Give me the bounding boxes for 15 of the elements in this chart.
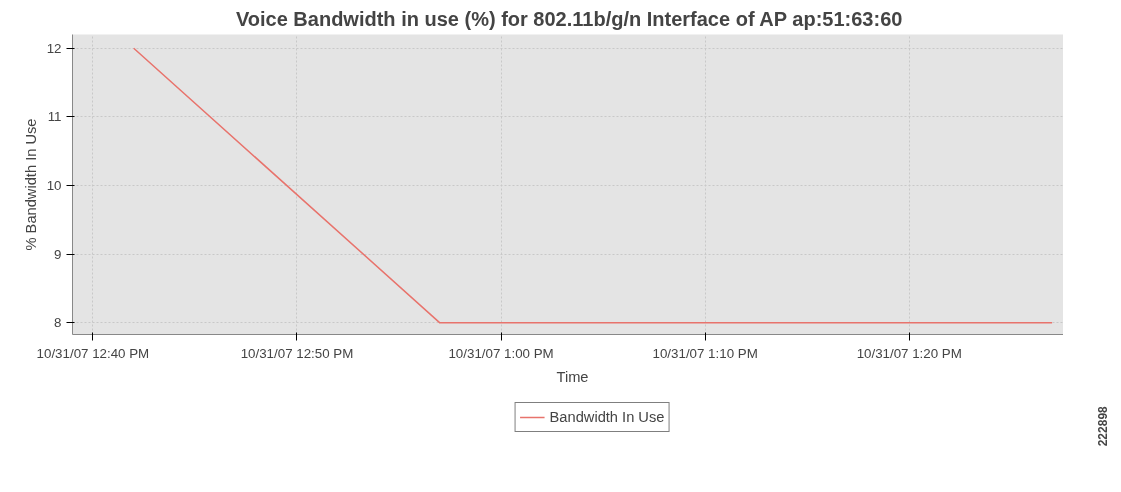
x-axis-title: Time	[556, 368, 589, 385]
chart-title: Voice Bandwidth in use (%) for 802.11b/g/n Interface of AP ap:51:63:60	[235, 7, 903, 30]
x-tick-label: 10/31/07 12:40 PM	[36, 345, 150, 361]
legend-label: Bandwidth In Use	[549, 409, 665, 425]
y-tick-label: 9	[54, 246, 62, 262]
y-tick-label: 11	[47, 109, 62, 125]
x-tick-label: 10/31/07 1:20 PM	[856, 345, 962, 361]
y-tick-label: 12	[46, 40, 62, 56]
x-tick-label: 10/31/07 12:50 PM	[240, 345, 354, 361]
x-tick-label: 10/31/07 1:10 PM	[652, 345, 758, 361]
y-tick-label: 8	[54, 315, 62, 331]
y-tick-label: 10	[46, 178, 62, 194]
x-tick-label: 10/31/07 1:00 PM	[448, 345, 554, 361]
text: 222898	[1096, 405, 1111, 447]
y-axis-title: % Bandwidth In Use	[22, 118, 39, 251]
